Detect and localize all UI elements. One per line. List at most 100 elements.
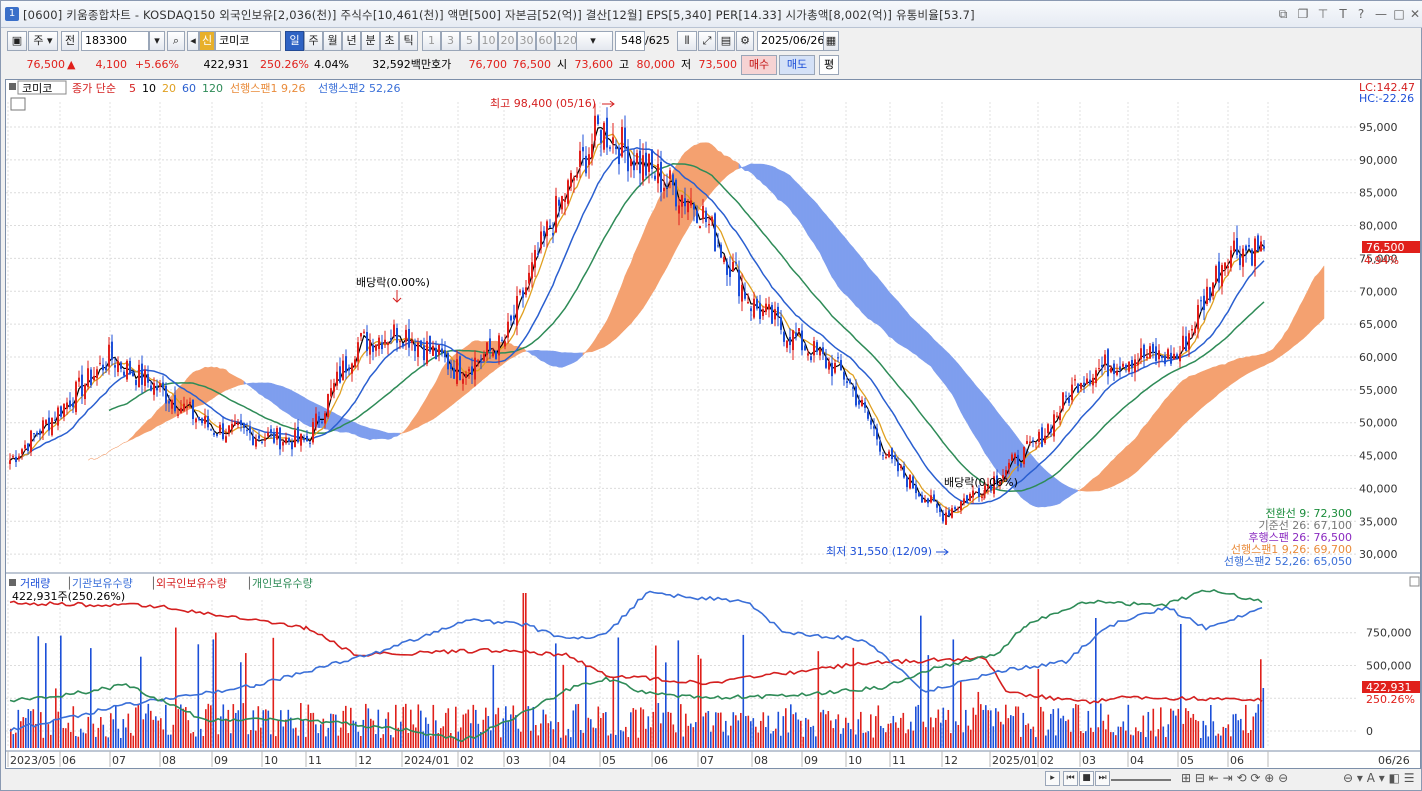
interval-30[interactable]: 30 (517, 31, 536, 51)
legend-span2[interactable]: 선행스팬2 52,26 (318, 82, 400, 95)
legend-ma120[interactable]: 120 (202, 82, 223, 95)
candle-body (69, 400, 71, 408)
unit-select[interactable]: ▾ (573, 31, 613, 51)
help-icon[interactable]: ? (1357, 7, 1365, 21)
stock-name-field[interactable]: 코미코 (215, 31, 281, 51)
interval-120[interactable]: 120 (555, 31, 577, 51)
interval-10[interactable]: 10 (479, 31, 498, 51)
candle-body (564, 200, 566, 202)
ichimoku-cloud (90, 457, 95, 460)
volume-bar (792, 714, 795, 748)
save-icon[interactable]: ▤ (717, 31, 735, 51)
legend-ma5[interactable]: 5 (129, 82, 136, 95)
interval-5[interactable]: 5 (460, 31, 479, 51)
volume-bar (897, 727, 900, 748)
volume-bar (1080, 731, 1082, 748)
search-icon[interactable]: ⌕ (167, 31, 185, 51)
volume-bar (1125, 730, 1127, 748)
ichimoku-cloud (405, 424, 410, 433)
legend-ma20[interactable]: 20 (162, 82, 176, 95)
text-icon[interactable]: T (1339, 7, 1347, 21)
zoom-slider[interactable] (1111, 771, 1171, 781)
period-3[interactable]: 년 (342, 31, 361, 51)
volume-bar (920, 615, 922, 748)
volume-bar (785, 708, 787, 748)
volume-bar (600, 718, 602, 748)
ichimoku-cloud (1314, 273, 1319, 328)
zoom-icon[interactable]: ⊖ ▾ A ▾ ◧ ☰ (1343, 771, 1415, 785)
candle-body (639, 150, 641, 174)
interval-3[interactable]: 3 (441, 31, 460, 51)
low-label: 저 (681, 58, 692, 71)
legend-ma60[interactable]: 60 (182, 82, 196, 95)
candle-body (801, 330, 803, 351)
grid-toggle-icon[interactable] (10, 97, 26, 111)
volume-bar (190, 733, 192, 748)
legend-institution[interactable]: 기관보유수량 (72, 577, 133, 590)
speaker-icon[interactable]: ◂ (187, 31, 199, 51)
first-icon[interactable]: ⏮ (1063, 771, 1078, 786)
crosshair-icon[interactable]: ⤢ (698, 31, 716, 51)
candles-icon[interactable]: ⫴ (677, 31, 697, 51)
legend-stock-name[interactable]: 코미코 (22, 82, 52, 95)
minimize-icon[interactable]: — (1375, 7, 1387, 21)
count-input[interactable]: 548 (615, 31, 645, 51)
period-5[interactable]: 초 (380, 31, 399, 51)
buy-button[interactable]: 매수 (741, 55, 777, 75)
average-button[interactable]: 평 (819, 55, 839, 75)
period-1[interactable]: 주 (304, 31, 323, 51)
layout-icon[interactable]: ▣ (7, 31, 27, 51)
volume-bar (252, 710, 255, 748)
volume-bar (127, 713, 130, 748)
ichimoku-cloud (1116, 452, 1121, 485)
link-icon[interactable]: ⧉ (1278, 7, 1288, 21)
scroll-right-icon[interactable]: ▸ (1045, 771, 1060, 786)
candle-body (93, 375, 95, 381)
close-pane-icon[interactable] (1409, 576, 1420, 587)
interval-20[interactable]: 20 (498, 31, 517, 51)
stock-code-input[interactable]: 183300 (81, 31, 149, 51)
period-0[interactable]: 일 (285, 31, 304, 51)
sell-button[interactable]: 매도 (779, 55, 815, 75)
candle-body (111, 341, 113, 360)
jeon-button[interactable]: 전 (61, 31, 79, 51)
stop-icon[interactable]: ■ (1079, 771, 1094, 786)
chart-svg[interactable]: 코미코 종가 단순 5 10 20 60 120 선행스팬1 9,26 선행스팬… (6, 80, 1420, 768)
pin-icon[interactable]: ⊤ (1317, 7, 1329, 21)
ichimoku-cloud (936, 341, 941, 379)
legend-foreign[interactable]: 외국인보유수량 (156, 577, 227, 590)
legend-ma10[interactable]: 10 (142, 82, 156, 95)
period-select[interactable]: 주 ▾ (28, 31, 58, 51)
volume-bar (1195, 719, 1197, 748)
close-icon[interactable]: ✕ (1409, 7, 1421, 21)
volume-bar (945, 719, 947, 748)
drawing-tools-icon[interactable]: ⊞ ⊟ ⇤ ⇥ ⟲ ⟳ ⊕ ⊖ (1181, 771, 1289, 785)
date-axis: 2023/05 06 07 08 09 10 11 12 2024/01 02 03 04 05 06 07… (7, 751, 1410, 767)
legend-ma-label[interactable]: 종가 단순 (72, 82, 116, 95)
volume-bar (45, 643, 47, 748)
calendar-icon[interactable]: ▦ (823, 31, 839, 51)
gear-icon[interactable]: ⚙ (736, 31, 754, 51)
volume-bar (200, 728, 202, 748)
restore-icon[interactable]: ❐ (1297, 7, 1309, 21)
volume-bar (1137, 731, 1140, 748)
ichimoku-cloud (393, 432, 398, 437)
period-2[interactable]: 월 (323, 31, 342, 51)
volume-bar (1165, 737, 1167, 748)
legend-volume[interactable]: 거래량 (20, 577, 50, 590)
ichimoku-cloud (396, 432, 401, 437)
volume-bar (90, 648, 92, 748)
period-6[interactable]: 틱 (399, 31, 418, 51)
legend-individual[interactable]: 개인보유수량 (252, 577, 313, 590)
last-icon[interactable]: ⏭ (1095, 771, 1110, 786)
interval-1[interactable]: 1 (422, 31, 441, 51)
legend-span1[interactable]: 선행스팬1 9,26 (230, 82, 305, 95)
ichimoku-cloud (966, 374, 971, 429)
date-input[interactable]: 2025/06/26 (757, 31, 825, 51)
interval-60[interactable]: 60 (536, 31, 555, 51)
chart-area[interactable]: 코미코 종가 단순 5 10 20 60 120 선행스팬1 9,26 선행스팬… (5, 79, 1421, 769)
candle-body (426, 341, 428, 364)
maximize-icon[interactable]: □ (1393, 7, 1405, 21)
chevron-down-icon[interactable]: ▾ (149, 31, 165, 51)
period-4[interactable]: 분 (361, 31, 380, 51)
